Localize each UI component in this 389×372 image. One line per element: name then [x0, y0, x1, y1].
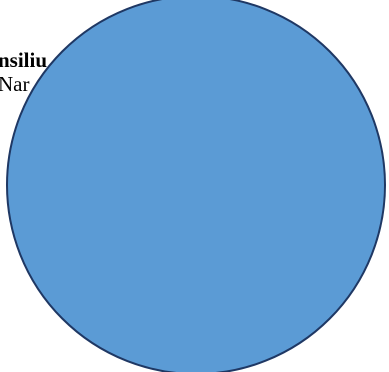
document-heading-fragment: nsiliu	[0, 48, 48, 72]
blue-circle-shape[interactable]	[6, 0, 386, 372]
document-text-fragment: Nar	[0, 72, 30, 96]
